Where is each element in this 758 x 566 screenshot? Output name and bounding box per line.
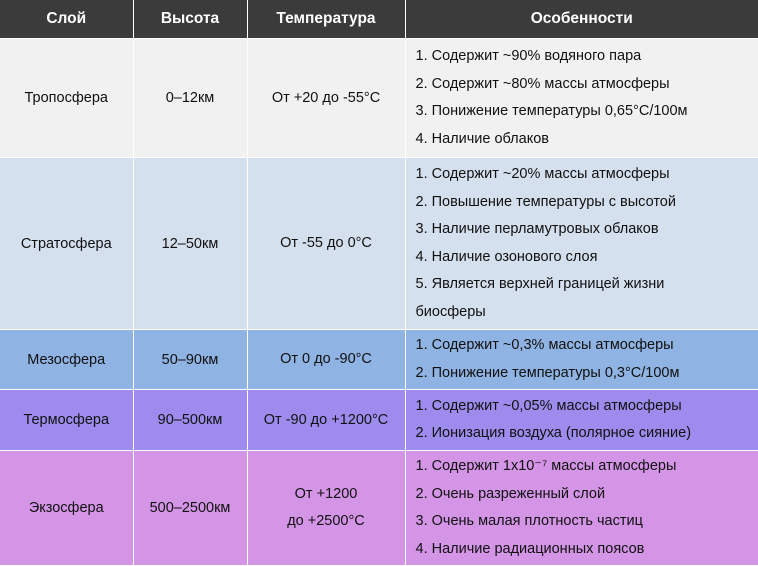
feature-item: 3. Очень малая плотность частиц xyxy=(415,513,643,529)
layer-height: 50–90км xyxy=(133,329,248,390)
layer-height: 12–50км xyxy=(133,157,248,330)
feature-item: 4. Наличие радиационных поясов xyxy=(415,540,645,557)
feature-item: 1. Содержит ~0,05% массы атмосферы xyxy=(415,397,682,414)
feature-item: биосферы xyxy=(415,303,486,320)
feature-item: 2. Очень разреженный слой xyxy=(415,485,606,502)
header-features: Особенности xyxy=(405,0,758,39)
layer-temperature: От +1200 до +2500°C xyxy=(247,450,406,566)
layer-features: 1. Содержит ~90% водяного пара 2. Содерж… xyxy=(405,38,758,158)
feature-item: 4. Наличие облаков xyxy=(415,130,549,147)
header-layer: Слой xyxy=(0,0,134,39)
feature-item: 2. Понижение температуры 0,3°C/100м xyxy=(415,364,680,381)
temperature-line: От -55 до 0°C xyxy=(280,235,372,251)
layer-features: 1. Содержит ~0,3% массы атмосферы 2. Пон… xyxy=(405,329,758,390)
table-row: Термосфера 90–500км От -90 до +1200°C 1.… xyxy=(0,389,758,451)
feature-item: 5. Является верхней границей жизни xyxy=(415,276,665,292)
feature-item: 1. Содержит 1x10⁻⁷ массы атмосферы xyxy=(415,458,677,474)
layer-temperature: От 0 до -90°C xyxy=(247,329,406,390)
feature-item: 2. Содержит ~80% массы атмосферы xyxy=(415,75,670,92)
layer-name: Термосфера xyxy=(0,389,134,451)
feature-item: 3. Понижение температуры 0,65°C/100м xyxy=(415,103,688,119)
layer-name: Мезосфера xyxy=(0,329,134,390)
layer-temperature: От -55 до 0°C xyxy=(247,157,406,330)
temperature-line: От +20 до -55°C xyxy=(271,89,381,106)
temperature-line: От +1200 xyxy=(294,486,358,502)
feature-item: 4. Наличие озонового слоя xyxy=(415,248,598,265)
feature-item: 3. Наличие перламутровых облаков xyxy=(415,221,659,237)
layer-height: 0–12км xyxy=(133,38,248,158)
temperature-line: до +2500°C xyxy=(287,513,365,529)
layer-features: 1. Содержит 1x10⁻⁷ массы атмосферы 2. Оч… xyxy=(405,450,758,566)
layer-height: 500–2500км xyxy=(133,450,248,566)
temperature-line: От 0 до -90°C xyxy=(280,351,372,367)
table-row: Экзосфера 500–2500км От +1200 до +2500°C… xyxy=(0,450,758,566)
layer-features: 1. Содержит ~0,05% массы атмосферы 2. Ио… xyxy=(405,389,758,451)
feature-item: 1. Содержит ~20% массы атмосферы xyxy=(415,166,670,182)
temperature-line: От -90 до +1200°C xyxy=(263,411,389,428)
layer-name: Стратосфера xyxy=(0,157,134,330)
layer-name: Экзосфера xyxy=(0,450,134,566)
layer-temperature: От -90 до +1200°C xyxy=(247,389,406,451)
layer-name: Тропосфера xyxy=(0,38,134,158)
header-height: Высота xyxy=(133,0,248,39)
layer-features: 1. Содержит ~20% массы атмосферы 2. Повы… xyxy=(405,157,758,330)
layer-height: 90–500км xyxy=(133,389,248,451)
table-row: Мезосфера 50–90км От 0 до -90°C 1. Содер… xyxy=(0,329,758,390)
table-row: Стратосфера 12–50км От -55 до 0°C 1. Сод… xyxy=(0,157,758,330)
feature-item: 2. Ионизация воздуха (полярное сияние) xyxy=(415,425,692,441)
header-temperature: Температура xyxy=(247,0,406,39)
feature-item: 2. Повышение температуры с высотой xyxy=(415,193,676,210)
header-row: Слой Высота Температура Особенности xyxy=(0,0,758,39)
feature-item: 1. Содержит ~0,3% массы атмосферы xyxy=(415,337,674,353)
layer-temperature: От +20 до -55°C xyxy=(247,38,406,158)
feature-item: 1. Содержит ~90% водяного пара xyxy=(415,48,642,64)
table-row: Тропосфера 0–12км От +20 до -55°C 1. Сод… xyxy=(0,38,758,158)
